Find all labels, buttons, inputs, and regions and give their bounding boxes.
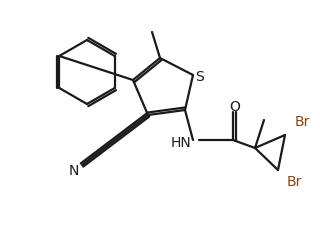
Text: N: N xyxy=(69,164,79,178)
Text: O: O xyxy=(229,100,240,114)
Text: Br: Br xyxy=(287,175,302,189)
Text: Br: Br xyxy=(295,115,310,129)
Text: HN: HN xyxy=(171,136,191,150)
Text: S: S xyxy=(196,70,204,84)
